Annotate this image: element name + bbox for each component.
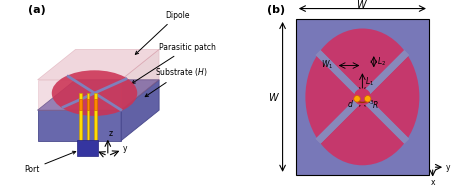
Bar xyxy=(77,140,98,156)
Text: y: y xyxy=(446,163,450,172)
Text: z: z xyxy=(109,129,112,138)
Text: Port: Port xyxy=(24,151,76,174)
Polygon shape xyxy=(121,49,159,110)
Text: $W_1$: $W_1$ xyxy=(320,58,333,71)
Bar xyxy=(87,99,89,110)
Polygon shape xyxy=(37,110,121,141)
Text: $L_3$: $L_3$ xyxy=(365,95,374,107)
Ellipse shape xyxy=(52,70,137,116)
Text: $L_1$: $L_1$ xyxy=(365,75,374,88)
Circle shape xyxy=(365,96,371,102)
Text: y: y xyxy=(123,144,128,153)
Polygon shape xyxy=(121,80,159,141)
Ellipse shape xyxy=(305,28,419,165)
Text: $W$: $W$ xyxy=(268,91,280,103)
Polygon shape xyxy=(37,80,121,110)
Bar xyxy=(87,93,89,141)
Text: (b): (b) xyxy=(267,5,285,15)
Bar xyxy=(79,99,82,110)
Text: $W$: $W$ xyxy=(356,0,368,10)
Text: $d$: $d$ xyxy=(346,98,354,109)
Bar xyxy=(94,99,97,110)
Text: x: x xyxy=(430,178,435,187)
Circle shape xyxy=(354,88,371,105)
Text: Dipole: Dipole xyxy=(136,11,189,54)
Polygon shape xyxy=(37,80,159,110)
Text: $L_2$: $L_2$ xyxy=(377,55,386,68)
Bar xyxy=(296,19,429,175)
Text: $R$: $R$ xyxy=(373,99,379,110)
Text: Parasitic patch: Parasitic patch xyxy=(132,43,216,83)
Bar xyxy=(94,93,97,141)
Text: x: x xyxy=(91,145,95,154)
Bar xyxy=(79,93,82,141)
Text: (a): (a) xyxy=(28,5,46,15)
Polygon shape xyxy=(37,49,159,80)
Circle shape xyxy=(354,96,360,102)
Text: Substrate ($H$): Substrate ($H$) xyxy=(145,66,208,97)
